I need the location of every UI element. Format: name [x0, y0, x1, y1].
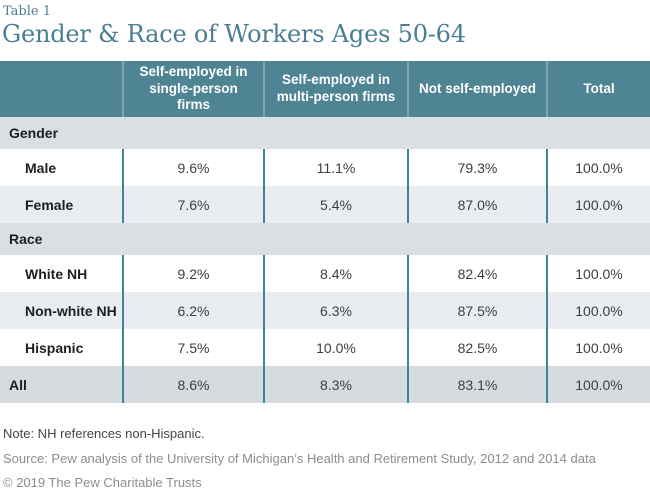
- table-row-all-total: All 8.6% 8.3% 83.1% 100.0%: [0, 366, 650, 403]
- section-row-race: Race: [0, 223, 650, 255]
- cell-value: 100.0%: [546, 186, 650, 223]
- cell-value: 9.6%: [122, 149, 263, 186]
- cell-value: 83.1%: [407, 366, 546, 403]
- cell-value: 9.2%: [122, 255, 263, 292]
- header-cell-multi-person: Self-employed in multi-person firms: [263, 61, 407, 117]
- table-footer: Note: NH references non-Hispanic. Source…: [3, 426, 647, 490]
- data-table: Self-employed in single-person firms Sel…: [0, 61, 650, 403]
- section-title: Gender: [9, 125, 59, 141]
- header-cell-single-person: Self-employed in single-person firms: [122, 61, 263, 117]
- table-number: Table 1: [3, 4, 51, 19]
- footnote: Note: NH references non-Hispanic.: [3, 426, 205, 441]
- cell-value: 100.0%: [546, 329, 650, 366]
- cell-value: 82.4%: [407, 255, 546, 292]
- table-row-white-nh: White NH 9.2% 8.4% 82.4% 100.0%: [0, 255, 650, 292]
- cell-value: 8.3%: [263, 366, 407, 403]
- cell-value: 100.0%: [546, 366, 650, 403]
- table-row-non-white-nh: Non-white NH 6.2% 6.3% 87.5% 100.0%: [0, 292, 650, 329]
- header-cell-empty: [0, 61, 122, 117]
- cell-value: 5.4%: [263, 186, 407, 223]
- cell-value: 79.3%: [407, 149, 546, 186]
- row-label: Non-white NH: [25, 302, 117, 319]
- row-label: Hispanic: [25, 339, 84, 356]
- row-label: All: [9, 376, 27, 393]
- cell-value: 87.0%: [407, 186, 546, 223]
- page: Table 1 Gender & Race of Workers Ages 50…: [0, 4, 650, 493]
- cell-value: 8.4%: [263, 255, 407, 292]
- cell-value: 7.6%: [122, 186, 263, 223]
- table-row-female: Female 7.6% 5.4% 87.0% 100.0%: [0, 186, 650, 223]
- table-row-male: Male 9.6% 11.1% 79.3% 100.0%: [0, 149, 650, 186]
- cell-value: 10.0%: [263, 329, 407, 366]
- row-label: White NH: [25, 265, 88, 282]
- cell-value: 100.0%: [546, 149, 650, 186]
- row-label: Male: [25, 159, 57, 176]
- page-title: Gender & Race of Workers Ages 50-64: [2, 20, 466, 48]
- section-title: Race: [9, 231, 43, 247]
- copyright-line: © 2019 The Pew Charitable Trusts: [3, 475, 202, 490]
- cell-value: 7.5%: [122, 329, 263, 366]
- cell-value: 8.6%: [122, 366, 263, 403]
- row-label: Female: [25, 196, 74, 213]
- header-cell-total: Total: [546, 61, 650, 117]
- header-cell-not-self-employed: Not self-employed: [407, 61, 546, 117]
- cell-value: 100.0%: [546, 292, 650, 329]
- section-row-gender: Gender: [0, 117, 650, 149]
- cell-value: 82.5%: [407, 329, 546, 366]
- table-row-hispanic: Hispanic 7.5% 10.0% 82.5% 100.0%: [0, 329, 650, 366]
- source-line: Source: Pew analysis of the University o…: [3, 451, 596, 466]
- cell-value: 6.3%: [263, 292, 407, 329]
- table-header-row: Self-employed in single-person firms Sel…: [0, 61, 650, 117]
- cell-value: 11.1%: [263, 149, 407, 186]
- cell-value: 87.5%: [407, 292, 546, 329]
- cell-value: 100.0%: [546, 255, 650, 292]
- cell-value: 6.2%: [122, 292, 263, 329]
